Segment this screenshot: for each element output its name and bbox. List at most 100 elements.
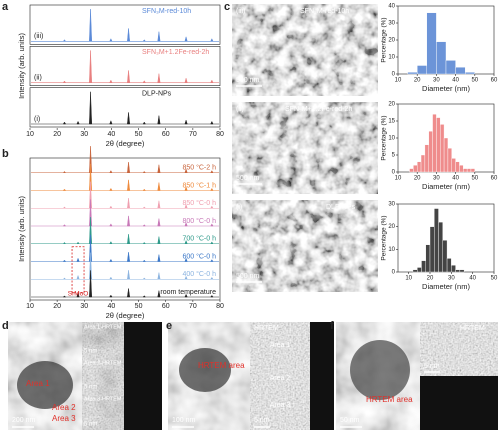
x-tick-label: 20 <box>414 176 421 182</box>
xrd-peak <box>62 242 67 244</box>
xrd-peak <box>109 205 113 209</box>
xrd-peak <box>210 79 214 83</box>
y-tick-label: 10 <box>388 136 395 142</box>
series-label: SFN₃M-red-10h <box>142 8 191 15</box>
histogram-bar <box>436 117 441 173</box>
histogram-bar <box>442 240 448 273</box>
xrd-peak <box>157 218 161 227</box>
series-label: 850 °C-1 h <box>182 181 216 189</box>
scale-label: 5 nm <box>424 363 440 370</box>
x-tick-label: 60 <box>162 131 170 138</box>
x-tick-label: 80 <box>216 131 224 138</box>
x-tick-label: 30 <box>80 303 88 310</box>
annotation: SrMoO <box>68 291 89 298</box>
xrd-peak <box>62 39 67 42</box>
xrd-peak <box>76 241 80 244</box>
x-axis-label: 2θ (degree) <box>106 139 145 148</box>
series-tag: (iii) <box>34 33 43 40</box>
hrtem-image <box>420 322 498 376</box>
y-axis-label: Percentage (%) <box>381 215 388 260</box>
plot-frame <box>29 87 221 128</box>
xrd-peak <box>184 119 188 125</box>
area-label: Area 2 <box>270 375 291 382</box>
sem-images: (iii) SFN₃M-red-10h 500 nm (ii) SFN₃M+1.… <box>232 4 378 292</box>
x-tick-label: 40 <box>452 176 459 182</box>
xrd-peak <box>89 270 92 298</box>
tem-e: HRTEM area 100 nm HRTEM Area 1 Area 2 Ar… <box>168 322 334 430</box>
scale-label: 100 nm <box>172 417 196 424</box>
xrd-peak <box>142 277 147 280</box>
series-label: room temperature <box>160 289 216 296</box>
area-label: Area 2 <box>52 403 76 412</box>
area-label: Area 3 <box>270 402 291 409</box>
sem-tag: (i) <box>236 204 242 211</box>
histogram-bar <box>420 154 426 173</box>
series-label: SFN₃M+1.2Fe-red-2h <box>142 49 209 56</box>
histogram-bar <box>451 158 456 173</box>
xrd-peak <box>142 224 147 227</box>
scale-label: 50 nm <box>340 417 360 424</box>
histogram-bar <box>455 66 466 75</box>
x-axis-label: Diameter (nm) <box>422 282 470 291</box>
histogram-bar <box>451 265 456 273</box>
y-tick-label: 0 <box>392 170 396 176</box>
series-label: 850 °C-2 h <box>182 164 216 172</box>
y-axis-label: Percentage (%) <box>381 115 388 160</box>
y-tick-label: 10 <box>388 247 395 253</box>
histogram-bar <box>443 137 449 173</box>
y-tick-label: 30 <box>388 21 395 27</box>
xrd-peak <box>142 242 147 244</box>
xrd-peak <box>62 121 67 125</box>
xrd-peak <box>210 223 214 227</box>
xrd-peak <box>127 28 131 42</box>
x-tick-label: 50 <box>135 131 143 138</box>
histogram-bar <box>459 164 464 173</box>
histogram-bar <box>446 258 452 273</box>
area-label: Area 1 <box>26 379 50 388</box>
histogram-bar <box>465 72 476 75</box>
x-tick-label: 40 <box>108 303 116 310</box>
inset-label: Area 1-HRTEM <box>84 324 122 330</box>
xrd-peak <box>210 259 214 262</box>
x-tick-label: 50 <box>471 176 478 182</box>
fft-column <box>124 322 162 430</box>
xrd-peak <box>62 80 67 83</box>
histogram-bar <box>417 65 428 75</box>
tem-f: HRTEM area 50 nm HRTEM 5 nm <box>336 322 498 430</box>
xrd-peak <box>210 276 214 280</box>
xrd-peak <box>62 224 67 227</box>
x-tick-label: 50 <box>491 276 498 282</box>
x-tick-label: 50 <box>135 303 143 310</box>
xrd-peak <box>142 188 147 191</box>
sem-label: SFN₃M-red-10h <box>300 8 349 15</box>
hrtem-inset <box>82 394 124 430</box>
histogram-bar <box>438 221 443 273</box>
xrd-peak <box>127 234 131 244</box>
histogram-bar <box>417 161 422 173</box>
panel-letter: c <box>224 1 230 13</box>
x-axis-label: Diameter (nm) <box>422 84 470 93</box>
xrd-peak <box>62 259 67 262</box>
xrd-peak <box>89 9 92 42</box>
sem-label: DLP-NPs <box>326 204 356 211</box>
histogram-bar <box>424 144 429 173</box>
histogram-bar <box>432 113 437 173</box>
scale-label: 5 nm <box>84 349 97 355</box>
scale-label: 200 nm <box>12 417 36 424</box>
hrtem-inset <box>82 358 124 394</box>
xrd-peak <box>62 188 67 191</box>
x-tick-label: 30 <box>433 78 440 84</box>
histogram-bar <box>425 244 431 273</box>
series-label: DLP-NPs <box>142 91 172 98</box>
histogram-bar <box>445 60 456 75</box>
histogram-bar <box>459 269 465 273</box>
scale-label: 5 nm <box>84 385 97 391</box>
particle <box>17 361 73 409</box>
y-tick-label: 20 <box>388 38 395 44</box>
fft-image <box>420 376 498 430</box>
y-tick-label: 0 <box>392 72 396 78</box>
xrd-peak <box>109 294 113 298</box>
histogram-bar <box>463 168 468 173</box>
scale-label: 500 nm <box>236 175 260 182</box>
